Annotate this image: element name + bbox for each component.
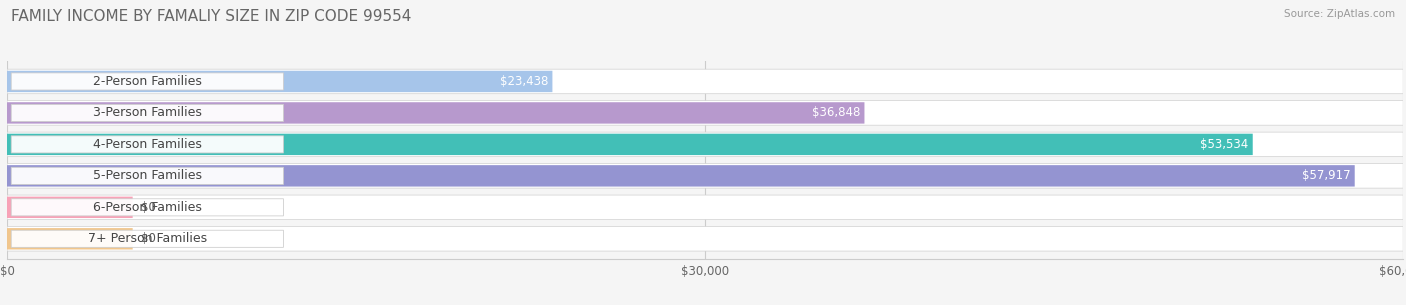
- Text: 2-Person Families: 2-Person Families: [93, 75, 202, 88]
- FancyBboxPatch shape: [11, 167, 284, 185]
- FancyBboxPatch shape: [11, 104, 284, 121]
- Text: 7+ Person Families: 7+ Person Families: [87, 232, 207, 245]
- FancyBboxPatch shape: [7, 102, 865, 124]
- Text: $0: $0: [141, 232, 156, 245]
- Text: $36,848: $36,848: [811, 106, 860, 120]
- Text: Source: ZipAtlas.com: Source: ZipAtlas.com: [1284, 9, 1395, 19]
- Text: $53,534: $53,534: [1201, 138, 1249, 151]
- FancyBboxPatch shape: [11, 136, 284, 153]
- FancyBboxPatch shape: [7, 195, 1403, 220]
- Text: 6-Person Families: 6-Person Families: [93, 201, 202, 214]
- FancyBboxPatch shape: [11, 199, 284, 216]
- FancyBboxPatch shape: [7, 132, 1403, 157]
- Text: $57,917: $57,917: [1302, 169, 1351, 182]
- Text: 5-Person Families: 5-Person Families: [93, 169, 202, 182]
- FancyBboxPatch shape: [7, 163, 1403, 188]
- FancyBboxPatch shape: [7, 71, 553, 92]
- Text: $23,438: $23,438: [501, 75, 548, 88]
- FancyBboxPatch shape: [7, 69, 1403, 94]
- FancyBboxPatch shape: [7, 197, 132, 218]
- FancyBboxPatch shape: [7, 134, 1253, 155]
- FancyBboxPatch shape: [7, 101, 1403, 125]
- FancyBboxPatch shape: [7, 227, 1403, 251]
- Text: 3-Person Families: 3-Person Families: [93, 106, 202, 120]
- Text: FAMILY INCOME BY FAMALIY SIZE IN ZIP CODE 99554: FAMILY INCOME BY FAMALIY SIZE IN ZIP COD…: [11, 9, 412, 24]
- Text: 4-Person Families: 4-Person Families: [93, 138, 202, 151]
- FancyBboxPatch shape: [7, 165, 1355, 187]
- FancyBboxPatch shape: [11, 73, 284, 90]
- FancyBboxPatch shape: [11, 230, 284, 247]
- FancyBboxPatch shape: [7, 228, 132, 249]
- Text: $0: $0: [141, 201, 156, 214]
